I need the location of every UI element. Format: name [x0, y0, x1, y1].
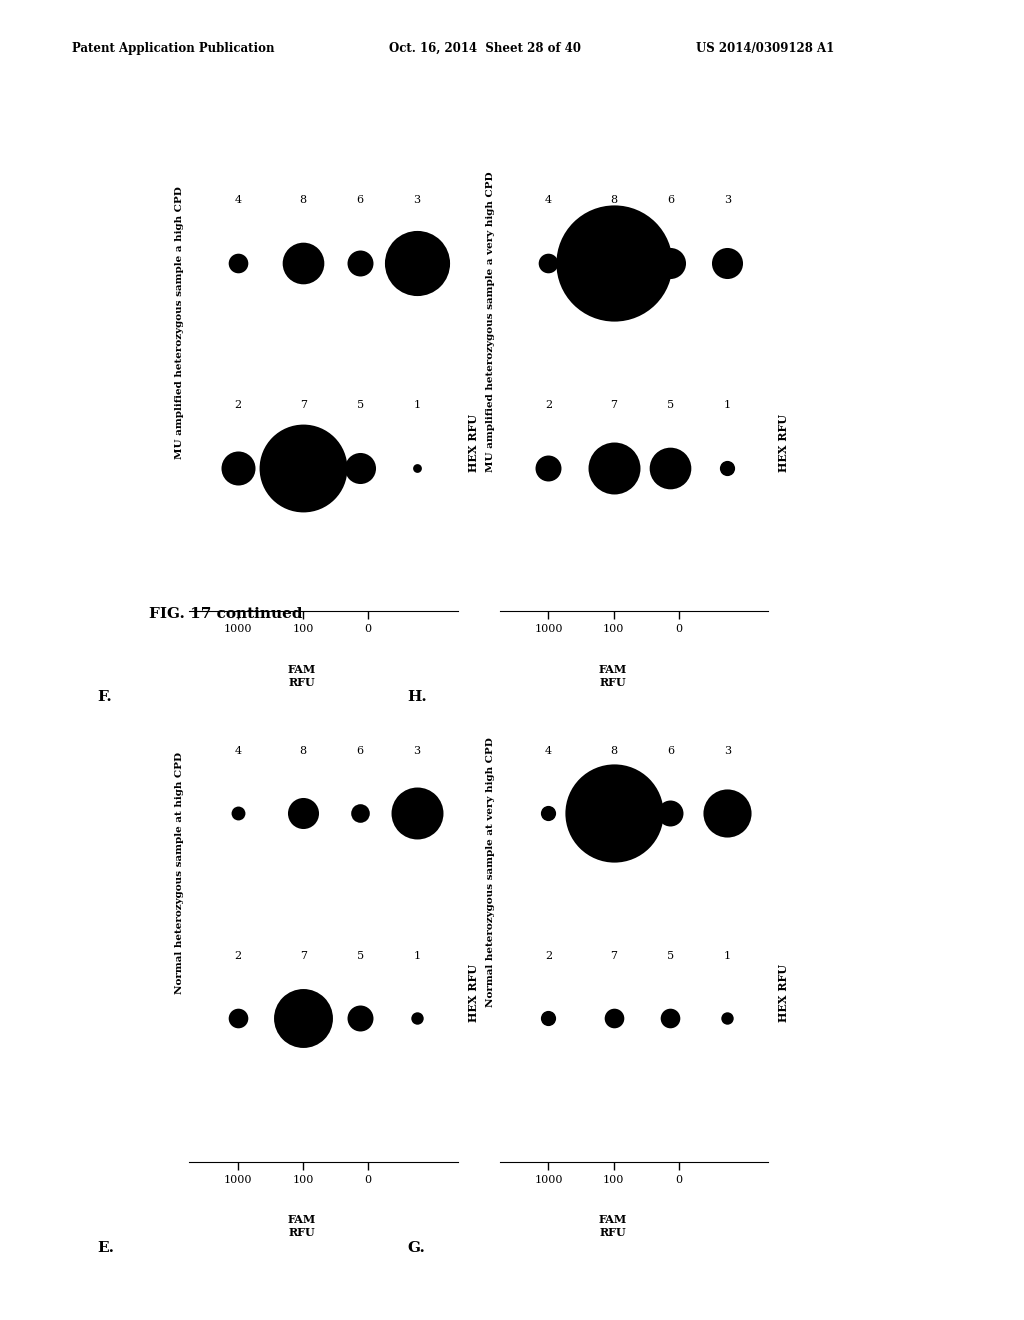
Text: 6: 6: [356, 746, 364, 755]
Point: [663, 457, 679, 478]
Point: [605, 1007, 622, 1028]
Point: [719, 1007, 735, 1028]
Point: [230, 457, 247, 478]
Text: 5: 5: [356, 950, 364, 961]
Text: 2: 2: [545, 400, 552, 411]
Text: 1: 1: [414, 400, 421, 411]
Point: [295, 803, 311, 824]
Text: FIG. 17 continued: FIG. 17 continued: [148, 607, 302, 620]
Text: Patent Application Publication: Patent Application Publication: [72, 42, 274, 55]
Point: [409, 803, 425, 824]
Text: G.: G.: [408, 1241, 425, 1255]
Text: FAM
RFU: FAM RFU: [288, 664, 316, 688]
Text: MU amplified heterozygous sample a very high CPD: MU amplified heterozygous sample a very …: [485, 172, 495, 473]
Text: 3: 3: [724, 746, 731, 755]
Text: Normal heterozygous sample at very high CPD: Normal heterozygous sample at very high …: [485, 738, 495, 1007]
Text: FAM
RFU: FAM RFU: [288, 1214, 316, 1238]
Text: 6: 6: [667, 195, 674, 205]
Text: 1: 1: [724, 400, 731, 411]
Text: 7: 7: [300, 950, 307, 961]
Text: HEX RFU: HEX RFU: [468, 413, 479, 471]
Point: [541, 803, 557, 824]
Text: 3: 3: [724, 195, 731, 205]
Text: MU amplified heterozygous sample a high CPD: MU amplified heterozygous sample a high …: [175, 186, 184, 458]
Text: HEX RFU: HEX RFU: [778, 964, 790, 1022]
Text: FAM
RFU: FAM RFU: [598, 1214, 627, 1238]
Point: [663, 803, 679, 824]
Text: 7: 7: [300, 400, 307, 411]
Text: 8: 8: [300, 195, 307, 205]
Point: [352, 803, 369, 824]
Text: F.: F.: [97, 690, 112, 705]
Text: 5: 5: [356, 400, 364, 411]
Text: 6: 6: [667, 746, 674, 755]
Point: [352, 1007, 369, 1028]
Point: [719, 457, 735, 478]
Text: 8: 8: [610, 746, 617, 755]
Point: [605, 457, 622, 478]
Point: [541, 457, 557, 478]
Text: Normal heterozygous sample at high CPD: Normal heterozygous sample at high CPD: [175, 751, 184, 994]
Text: 4: 4: [234, 746, 242, 755]
Text: 7: 7: [610, 400, 617, 411]
Point: [409, 457, 425, 478]
Text: Oct. 16, 2014  Sheet 28 of 40: Oct. 16, 2014 Sheet 28 of 40: [389, 42, 582, 55]
Point: [605, 803, 622, 824]
Point: [663, 1007, 679, 1028]
Point: [663, 252, 679, 273]
Text: 6: 6: [356, 195, 364, 205]
Point: [719, 803, 735, 824]
Text: 2: 2: [234, 400, 242, 411]
Point: [295, 457, 311, 478]
Point: [352, 252, 369, 273]
Point: [605, 252, 622, 273]
Point: [541, 1007, 557, 1028]
Text: 5: 5: [667, 950, 674, 961]
Text: FAM
RFU: FAM RFU: [598, 664, 627, 688]
Text: 5: 5: [667, 400, 674, 411]
Text: HEX RFU: HEX RFU: [778, 413, 790, 471]
Point: [295, 252, 311, 273]
Point: [541, 252, 557, 273]
Text: 8: 8: [610, 195, 617, 205]
Text: 2: 2: [234, 950, 242, 961]
Text: H.: H.: [408, 690, 427, 705]
Point: [230, 1007, 247, 1028]
Text: 4: 4: [234, 195, 242, 205]
Point: [295, 1007, 311, 1028]
Text: 1: 1: [414, 950, 421, 961]
Text: 3: 3: [414, 746, 421, 755]
Text: 8: 8: [300, 746, 307, 755]
Text: 4: 4: [545, 746, 552, 755]
Point: [230, 252, 247, 273]
Text: US 2014/0309128 A1: US 2014/0309128 A1: [696, 42, 835, 55]
Point: [409, 1007, 425, 1028]
Text: 4: 4: [545, 195, 552, 205]
Text: 1: 1: [724, 950, 731, 961]
Text: E.: E.: [97, 1241, 115, 1255]
Point: [352, 457, 369, 478]
Text: 2: 2: [545, 950, 552, 961]
Text: HEX RFU: HEX RFU: [468, 964, 479, 1022]
Point: [719, 252, 735, 273]
Text: 3: 3: [414, 195, 421, 205]
Point: [230, 803, 247, 824]
Text: 7: 7: [610, 950, 617, 961]
Point: [409, 252, 425, 273]
